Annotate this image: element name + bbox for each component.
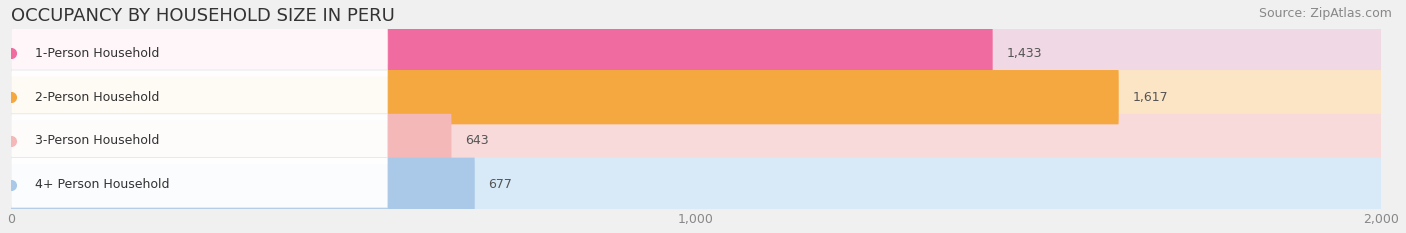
Text: Source: ZipAtlas.com: Source: ZipAtlas.com: [1258, 7, 1392, 20]
FancyBboxPatch shape: [11, 26, 993, 81]
FancyBboxPatch shape: [11, 70, 388, 120]
Text: 1,617: 1,617: [1132, 91, 1168, 104]
FancyBboxPatch shape: [11, 158, 388, 208]
FancyBboxPatch shape: [11, 158, 475, 212]
Text: 3-Person Household: 3-Person Household: [35, 134, 160, 147]
Text: 677: 677: [488, 178, 512, 191]
FancyBboxPatch shape: [11, 114, 388, 164]
Text: OCCUPANCY BY HOUSEHOLD SIZE IN PERU: OCCUPANCY BY HOUSEHOLD SIZE IN PERU: [11, 7, 395, 25]
Text: 1-Person Household: 1-Person Household: [35, 47, 160, 60]
FancyBboxPatch shape: [11, 26, 1381, 81]
FancyBboxPatch shape: [11, 70, 1119, 124]
Text: 1,433: 1,433: [1007, 47, 1042, 60]
Text: 2-Person Household: 2-Person Household: [35, 91, 160, 104]
FancyBboxPatch shape: [11, 70, 1381, 124]
Text: 643: 643: [465, 134, 489, 147]
FancyBboxPatch shape: [11, 26, 388, 76]
FancyBboxPatch shape: [11, 114, 451, 168]
Text: 4+ Person Household: 4+ Person Household: [35, 178, 170, 191]
FancyBboxPatch shape: [11, 114, 1381, 168]
FancyBboxPatch shape: [11, 158, 1381, 212]
